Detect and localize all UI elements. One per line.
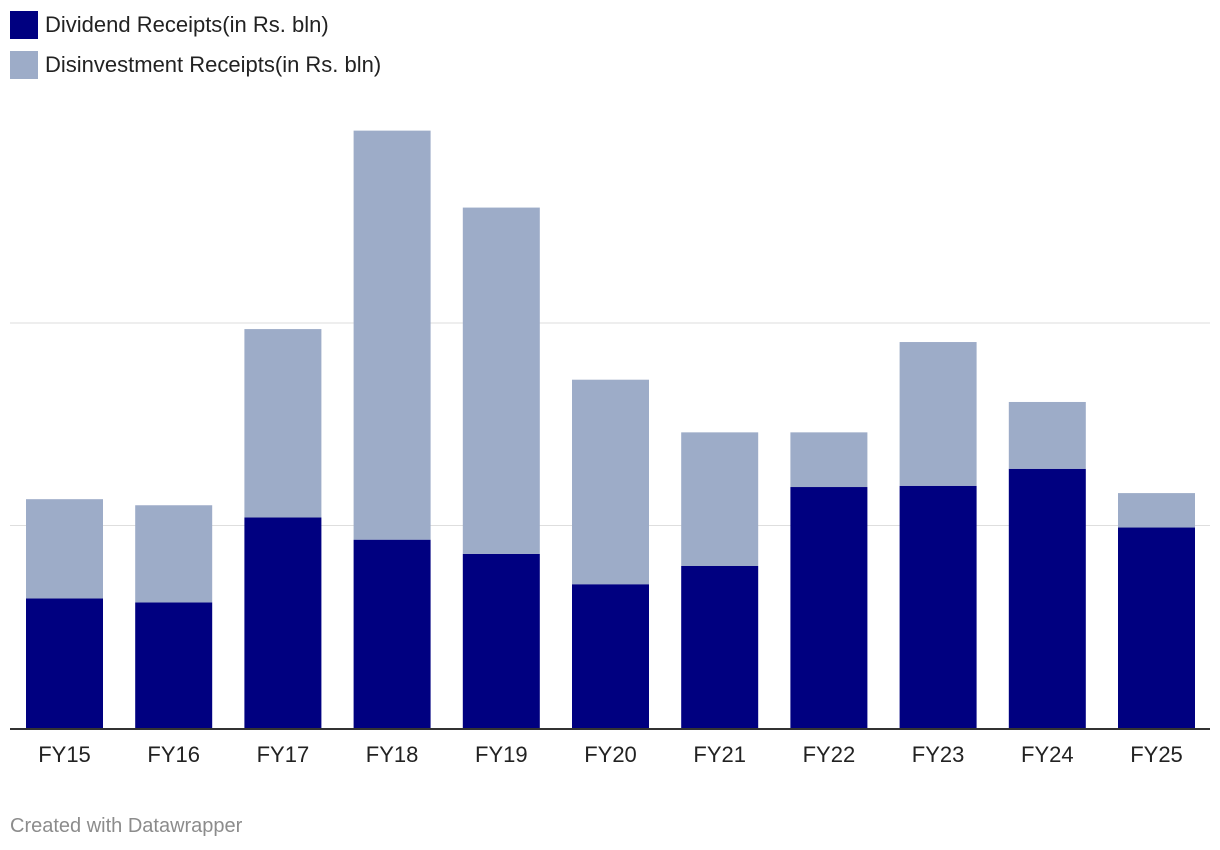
bar-disinvestment-fy21 [681,432,759,566]
x-tick-label-fy25: FY25 [1130,742,1183,767]
bar-dividend-fy23 [899,485,977,728]
bar-dividend-fy25 [1118,527,1195,728]
bar-dividend-fy16 [135,602,213,728]
datawrapper-credit: Created with Datawrapper [10,815,243,837]
bar-disinvestment-fy24 [1008,401,1086,469]
bar-disinvestment-fy20 [572,379,649,585]
x-tick-label-fy16: FY16 [147,742,200,767]
x-tick-label-fy17: FY17 [257,742,310,767]
bar-dividend-fy19 [462,553,540,728]
bar-disinvestment-fy15 [26,499,103,599]
bar-dividend-fy15 [26,598,103,728]
x-tick-label-fy23: FY23 [912,742,965,767]
bar-dividend-fy18 [353,539,431,728]
legend-item-dividend: Dividend Receipts(in Rs. bln) [10,11,381,39]
legend-label-disinvestment: Disinvestment Receipts(in Rs. bln) [45,52,382,77]
bar-dividend-fy20 [572,584,649,728]
bar-dividend-fy21 [681,566,759,728]
x-tick-label-fy18: FY18 [366,742,419,767]
x-tick-label-fy22: FY22 [803,742,856,767]
legend-swatch-dividend [10,11,38,39]
bar-disinvestment-fy16 [135,505,213,603]
bar-disinvestment-fy19 [462,207,540,554]
bar-dividend-fy17 [244,517,322,728]
x-tick-label-fy19: FY19 [475,742,528,767]
x-tick-label-fy15: FY15 [38,742,91,767]
bar-disinvestment-fy22 [790,432,868,488]
x-tick-label-fy21: FY21 [693,742,746,767]
bar-dividend-fy22 [790,487,868,728]
chart-legend: Dividend Receipts(in Rs. bln) Disinvestm… [10,11,381,91]
bar-disinvestment-fy17 [244,329,322,518]
bar-dividend-fy24 [1008,468,1086,728]
bar-disinvestment-fy23 [899,342,977,486]
x-tick-label-fy24: FY24 [1021,742,1074,767]
bar-disinvestment-fy18 [353,130,431,540]
legend-label-dividend: Dividend Receipts(in Rs. bln) [45,12,329,37]
bar-disinvestment-fy25 [1118,493,1195,528]
legend-item-disinvestment: Disinvestment Receipts(in Rs. bln) [10,51,381,79]
legend-swatch-disinvestment [10,51,38,79]
x-tick-label-fy20: FY20 [584,742,637,767]
